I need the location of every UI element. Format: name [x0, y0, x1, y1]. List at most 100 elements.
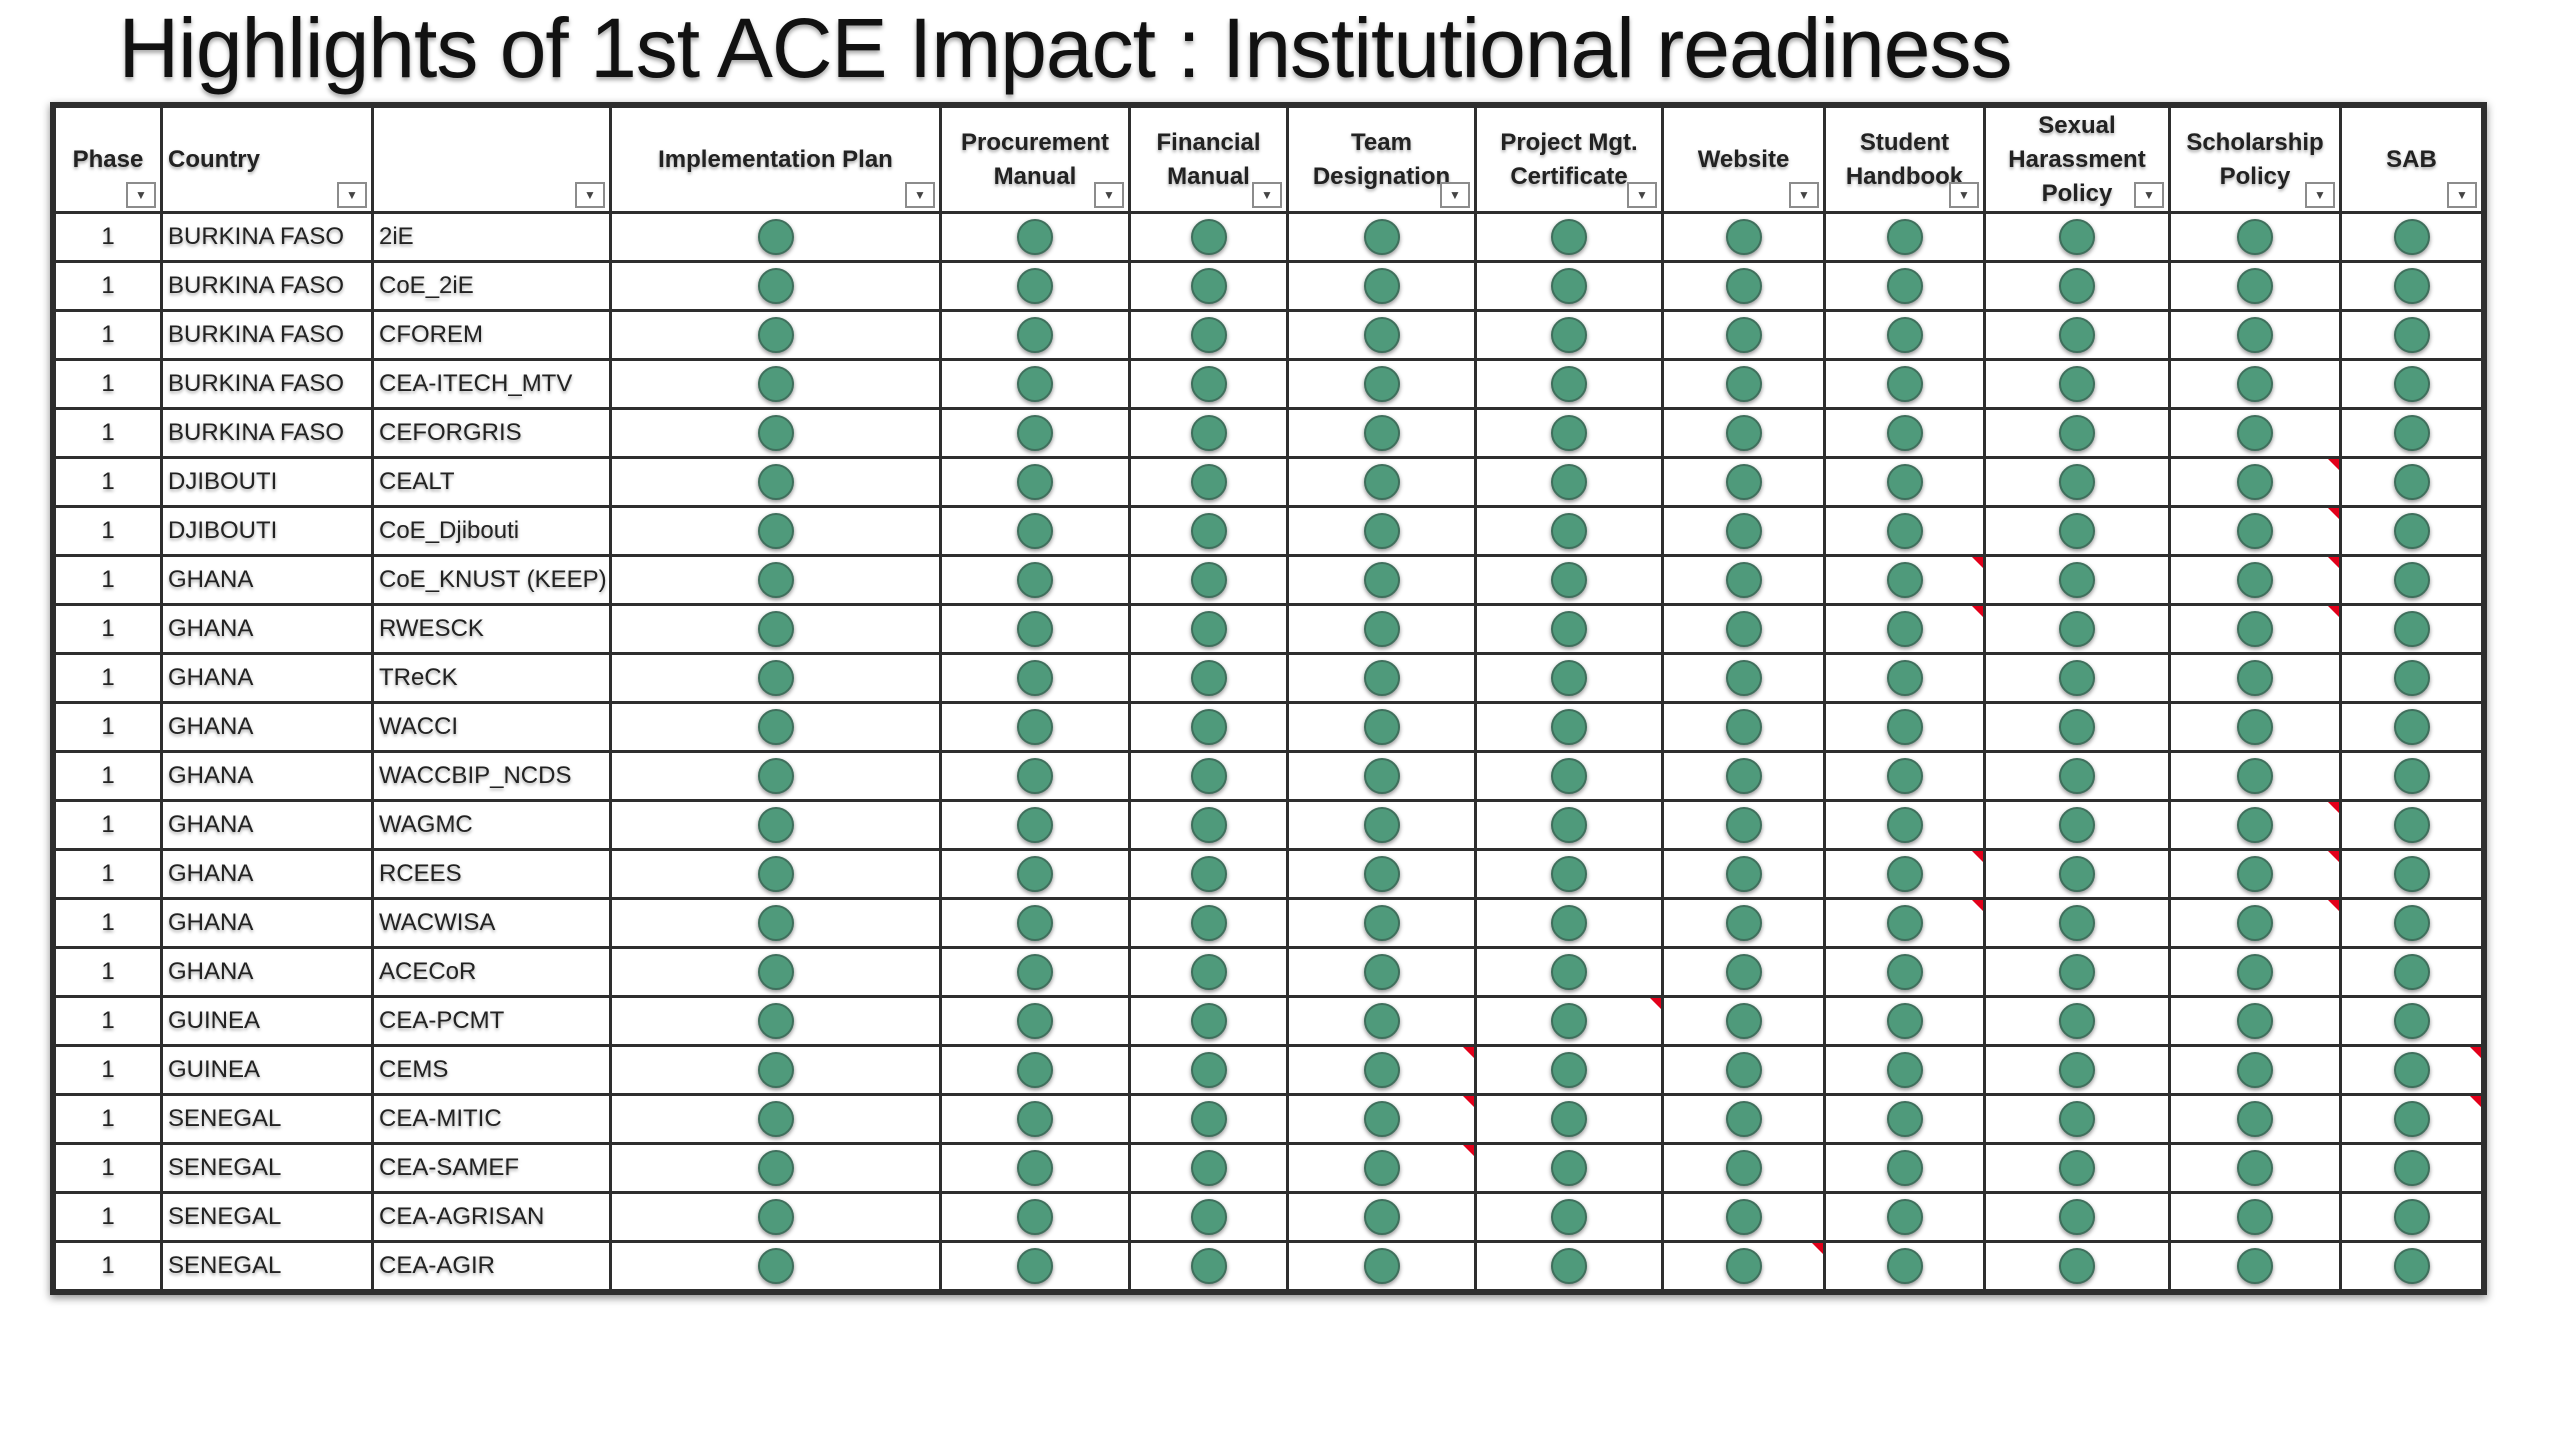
phase-cell[interactable]: 1	[53, 995, 163, 1047]
country-cell[interactable]: BURKINA FASO	[160, 407, 374, 459]
center-cell[interactable]: CoE_Djibouti	[371, 505, 612, 557]
status-cell-team-designation[interactable]	[1286, 701, 1477, 753]
status-cell-financial-manual[interactable]	[1128, 1240, 1289, 1292]
comment-marker-icon[interactable]	[1972, 852, 1982, 862]
status-cell-student-handbook[interactable]	[1823, 505, 1986, 557]
center-cell[interactable]: WACCBIP_NCDS	[371, 750, 612, 802]
status-cell-financial-manual[interactable]	[1128, 211, 1289, 263]
comment-marker-icon[interactable]	[1463, 1048, 1473, 1058]
status-cell-scholarship-policy[interactable]	[2168, 1191, 2342, 1243]
status-cell-student-handbook[interactable]	[1823, 1093, 1986, 1145]
status-cell-project-mgt-certificate[interactable]	[1474, 1240, 1664, 1292]
status-cell-scholarship-policy[interactable]	[2168, 1240, 2342, 1292]
phase-cell[interactable]: 1	[53, 407, 163, 459]
status-cell-procurement-manual[interactable]	[939, 1093, 1131, 1145]
filter-dropdown-icon[interactable]: ▼	[1627, 182, 1657, 208]
status-cell-financial-manual[interactable]	[1128, 701, 1289, 753]
country-cell[interactable]: GHANA	[160, 701, 374, 753]
status-cell-procurement-manual[interactable]	[939, 897, 1131, 949]
status-cell-project-mgt-certificate[interactable]	[1474, 995, 1664, 1047]
comment-marker-icon[interactable]	[1650, 999, 1660, 1009]
center-cell[interactable]: CEALT	[371, 456, 612, 508]
status-cell-sexual-harassment-policy[interactable]	[1983, 799, 2171, 851]
status-cell-implementation-plan[interactable]	[609, 652, 942, 704]
status-cell-team-designation[interactable]	[1286, 456, 1477, 508]
status-cell-website[interactable]	[1661, 1240, 1826, 1292]
center-cell[interactable]: ACECoR	[371, 946, 612, 998]
status-cell-project-mgt-certificate[interactable]	[1474, 603, 1664, 655]
status-cell-sab[interactable]	[2339, 995, 2484, 1047]
status-cell-team-designation[interactable]	[1286, 652, 1477, 704]
status-cell-procurement-manual[interactable]	[939, 211, 1131, 263]
center-cell[interactable]: CEA-MITIC	[371, 1093, 612, 1145]
center-cell[interactable]: 2iE	[371, 211, 612, 263]
status-cell-team-designation[interactable]	[1286, 260, 1477, 312]
status-cell-website[interactable]	[1661, 358, 1826, 410]
comment-marker-icon[interactable]	[2328, 460, 2338, 470]
filter-dropdown-icon[interactable]: ▼	[575, 182, 605, 208]
status-cell-sab[interactable]	[2339, 407, 2484, 459]
status-cell-financial-manual[interactable]	[1128, 897, 1289, 949]
status-cell-team-designation[interactable]	[1286, 750, 1477, 802]
filter-dropdown-icon[interactable]: ▼	[2447, 182, 2477, 208]
status-cell-project-mgt-certificate[interactable]	[1474, 505, 1664, 557]
status-cell-sexual-harassment-policy[interactable]	[1983, 652, 2171, 704]
country-cell[interactable]: GHANA	[160, 554, 374, 606]
status-cell-scholarship-policy[interactable]	[2168, 946, 2342, 998]
status-cell-procurement-manual[interactable]	[939, 309, 1131, 361]
status-cell-sab[interactable]	[2339, 701, 2484, 753]
phase-cell[interactable]: 1	[53, 1240, 163, 1292]
status-cell-implementation-plan[interactable]	[609, 1044, 942, 1096]
status-cell-implementation-plan[interactable]	[609, 848, 942, 900]
status-cell-team-designation[interactable]	[1286, 211, 1477, 263]
status-cell-procurement-manual[interactable]	[939, 505, 1131, 557]
status-cell-project-mgt-certificate[interactable]	[1474, 848, 1664, 900]
status-cell-procurement-manual[interactable]	[939, 701, 1131, 753]
country-cell[interactable]: BURKINA FASO	[160, 260, 374, 312]
status-cell-scholarship-policy[interactable]	[2168, 1142, 2342, 1194]
status-cell-sexual-harassment-policy[interactable]	[1983, 1191, 2171, 1243]
status-cell-student-handbook[interactable]	[1823, 309, 1986, 361]
status-cell-project-mgt-certificate[interactable]	[1474, 701, 1664, 753]
phase-cell[interactable]: 1	[53, 309, 163, 361]
status-cell-sab[interactable]	[2339, 554, 2484, 606]
status-cell-student-handbook[interactable]	[1823, 603, 1986, 655]
status-cell-project-mgt-certificate[interactable]	[1474, 554, 1664, 606]
comment-marker-icon[interactable]	[1463, 1146, 1473, 1156]
status-cell-sexual-harassment-policy[interactable]	[1983, 456, 2171, 508]
country-cell[interactable]: GHANA	[160, 946, 374, 998]
phase-cell[interactable]: 1	[53, 260, 163, 312]
status-cell-procurement-manual[interactable]	[939, 1240, 1131, 1292]
status-cell-implementation-plan[interactable]	[609, 799, 942, 851]
status-cell-financial-manual[interactable]	[1128, 260, 1289, 312]
center-cell[interactable]: CEA-AGRISAN	[371, 1191, 612, 1243]
status-cell-student-handbook[interactable]	[1823, 1044, 1986, 1096]
status-cell-scholarship-policy[interactable]	[2168, 1044, 2342, 1096]
status-cell-procurement-manual[interactable]	[939, 1191, 1131, 1243]
status-cell-procurement-manual[interactable]	[939, 848, 1131, 900]
status-cell-student-handbook[interactable]	[1823, 652, 1986, 704]
status-cell-student-handbook[interactable]	[1823, 848, 1986, 900]
status-cell-sab[interactable]	[2339, 260, 2484, 312]
country-cell[interactable]: GHANA	[160, 897, 374, 949]
status-cell-financial-manual[interactable]	[1128, 848, 1289, 900]
phase-cell[interactable]: 1	[53, 456, 163, 508]
phase-cell[interactable]: 1	[53, 358, 163, 410]
status-cell-procurement-manual[interactable]	[939, 995, 1131, 1047]
status-cell-sexual-harassment-policy[interactable]	[1983, 211, 2171, 263]
status-cell-project-mgt-certificate[interactable]	[1474, 456, 1664, 508]
comment-marker-icon[interactable]	[2328, 558, 2338, 568]
status-cell-team-designation[interactable]	[1286, 799, 1477, 851]
status-cell-student-handbook[interactable]	[1823, 995, 1986, 1047]
status-cell-sexual-harassment-policy[interactable]	[1983, 309, 2171, 361]
status-cell-website[interactable]	[1661, 211, 1826, 263]
status-cell-procurement-manual[interactable]	[939, 603, 1131, 655]
center-cell[interactable]: WAGMC	[371, 799, 612, 851]
status-cell-project-mgt-certificate[interactable]	[1474, 750, 1664, 802]
country-cell[interactable]: DJIBOUTI	[160, 505, 374, 557]
status-cell-financial-manual[interactable]	[1128, 1044, 1289, 1096]
status-cell-project-mgt-certificate[interactable]	[1474, 407, 1664, 459]
comment-marker-icon[interactable]	[2328, 852, 2338, 862]
status-cell-scholarship-policy[interactable]	[2168, 603, 2342, 655]
status-cell-procurement-manual[interactable]	[939, 1044, 1131, 1096]
